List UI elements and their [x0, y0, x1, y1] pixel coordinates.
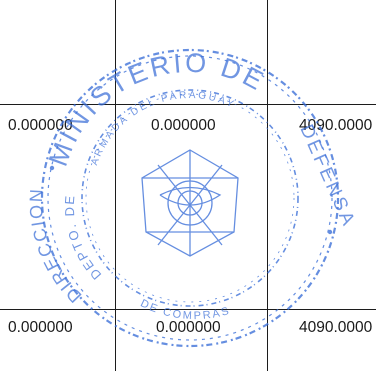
table-column-divider — [115, 0, 116, 371]
seal-inner-left-text: DEPTO. DE — [62, 193, 105, 282]
seal-left-text: DIRECCION — [26, 187, 86, 307]
seal-right-text: DEFENSA — [295, 121, 359, 231]
table-cell: 0.000000 — [8, 117, 73, 134]
table-cell: 0.000000 — [151, 117, 216, 134]
table-cell: 4090.0000 — [299, 319, 373, 336]
seal-emblem — [141, 149, 239, 257]
table-column-divider — [267, 0, 268, 371]
table-top-border — [0, 104, 376, 105]
seal-top-text: MINISTERIO DE — [43, 48, 271, 170]
table-cell: 0.000000 — [156, 319, 221, 336]
table-cell: 4090.0000 — [299, 117, 373, 134]
table-cell: 0.000000 — [8, 319, 73, 336]
table-row-divider — [0, 309, 376, 310]
